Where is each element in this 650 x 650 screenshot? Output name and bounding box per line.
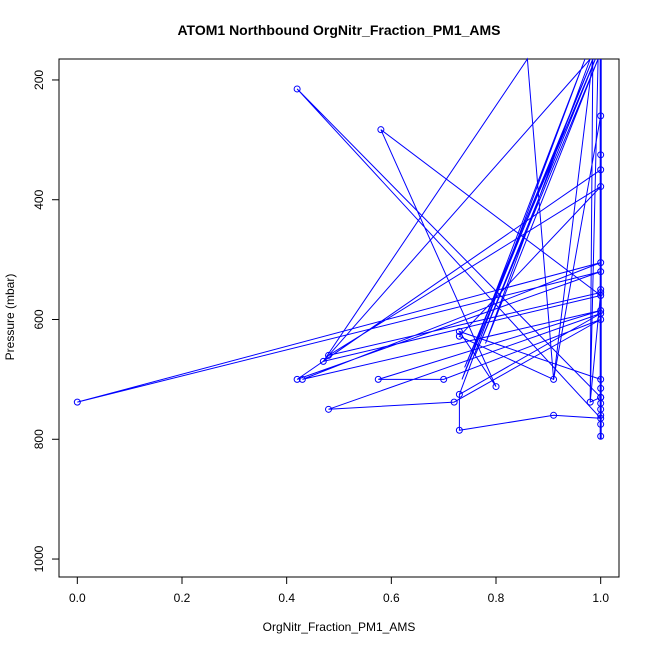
data-point (325, 405, 333, 413)
x-tick-label: 0.8 (488, 591, 505, 605)
chart-title: ATOM1 Northbound OrgNitr_Fraction_PM1_AM… (177, 22, 500, 38)
data-point (455, 426, 463, 434)
data-series (73, 57, 605, 440)
data-point (73, 398, 81, 406)
x-tick-label: 0.6 (383, 591, 400, 605)
data-point (492, 383, 500, 391)
y-tick-label: 400 (32, 189, 46, 209)
data-point (550, 411, 558, 419)
data-point (293, 85, 301, 93)
data-point (298, 375, 306, 383)
x-axis-label: OrgNitr_Fraction_PM1_AMS (263, 620, 416, 634)
x-tick-label: 1.0 (592, 591, 609, 605)
x-tick-label: 0.0 (69, 591, 86, 605)
data-point (377, 126, 385, 134)
x-tick-label: 0.2 (174, 591, 191, 605)
y-tick-label: 800 (32, 429, 46, 449)
y-tick-label: 200 (32, 70, 46, 90)
data-point (325, 351, 333, 359)
data-point (293, 375, 301, 383)
plot-area (58, 58, 620, 578)
y-axis-label: Pressure (mbar) (3, 274, 17, 361)
data-point (440, 375, 448, 383)
x-axis: 0.0 0.2 0.4 0.6 0.8 1.0 (69, 577, 609, 605)
data-point (455, 390, 463, 398)
y-tick-label: 1000 (32, 545, 46, 572)
series-line (322, 57, 599, 401)
y-axis: 200 400 600 800 1000 (32, 70, 59, 572)
data-point (450, 398, 458, 406)
data-point (455, 332, 463, 340)
data-point (319, 357, 327, 365)
x-tick-label: 0.4 (278, 591, 295, 605)
data-point (455, 327, 463, 335)
data-point (374, 375, 382, 383)
y-tick-label: 600 (32, 309, 46, 329)
